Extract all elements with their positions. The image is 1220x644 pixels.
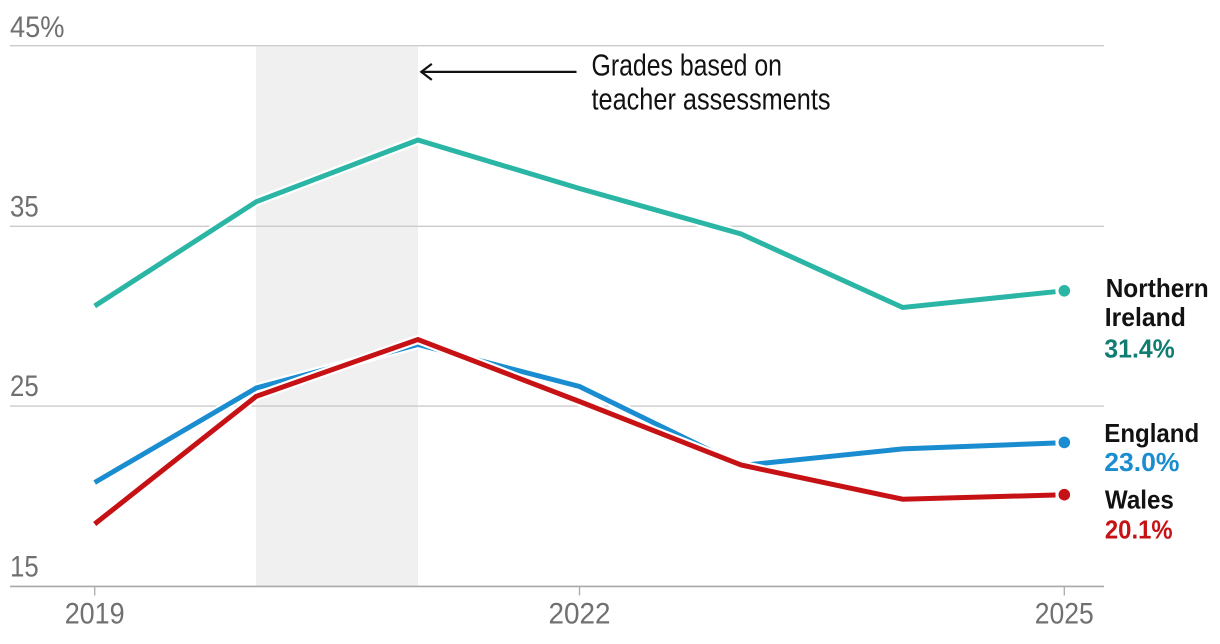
svg-text:2019: 2019	[65, 598, 125, 631]
svg-text:23.0%: 23.0%	[1104, 447, 1179, 477]
svg-text:45%: 45%	[10, 11, 65, 44]
svg-text:Northern: Northern	[1106, 273, 1209, 303]
svg-text:20.1%: 20.1%	[1105, 514, 1173, 544]
svg-text:15: 15	[10, 550, 39, 583]
svg-text:teacher assessments: teacher assessments	[592, 83, 831, 117]
svg-text:25: 25	[10, 370, 39, 403]
svg-text:31.4%: 31.4%	[1104, 334, 1175, 364]
svg-text:2025: 2025	[1035, 598, 1094, 631]
svg-text:England: England	[1104, 418, 1199, 448]
svg-text:Wales: Wales	[1105, 485, 1174, 515]
svg-text:Grades based on: Grades based on	[592, 48, 783, 82]
svg-text:35: 35	[10, 191, 39, 224]
svg-text:Ireland: Ireland	[1105, 302, 1186, 332]
svg-text:2022: 2022	[549, 598, 611, 631]
